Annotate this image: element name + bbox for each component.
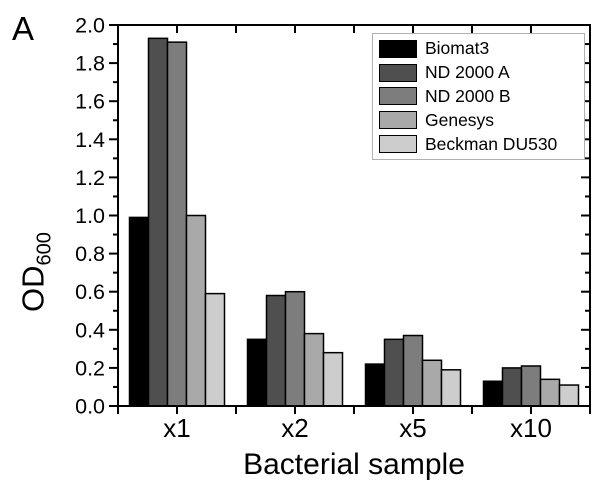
bar-beckman-du530-x2: [322, 351, 344, 407]
bar-beckman-du530-x1: [204, 292, 226, 407]
bar-genesys-x2: [303, 332, 325, 407]
y-axis-title-text: OD: [15, 265, 51, 312]
x-tick-label-x5: x5: [399, 413, 426, 443]
legend-item-genesys: Genesys: [373, 109, 584, 131]
panel-letter-label: A: [12, 10, 35, 47]
legend-item-beckman-du530: Beckman DU530: [373, 133, 584, 155]
bar-nd-2000-b-x5: [402, 334, 424, 407]
bar-genesys-x5: [421, 359, 443, 407]
bar-nd-2000-a-x1: [147, 37, 169, 407]
legend-label-nd-2000-a: ND 2000 A: [425, 62, 510, 83]
x-tick-label-x10: x10: [510, 413, 552, 443]
bar-nd-2000-a-x2: [265, 294, 287, 407]
legend-label-genesys: Genesys: [425, 109, 495, 130]
y-tick-label: 1.0: [75, 204, 105, 228]
bar-beckman-du530-x10: [558, 384, 580, 407]
legend-swatch-genesys: [379, 111, 417, 130]
y-tick-label: 0.4: [75, 318, 105, 342]
bar-biomat3-x10: [482, 380, 504, 407]
bar-nd-2000-a-x10: [501, 367, 523, 407]
x-tick-label-x2: x2: [281, 413, 308, 443]
bar-nd-2000-b-x2: [284, 290, 306, 407]
y-tick-label: 0.8: [75, 242, 105, 266]
legend-item-biomat3: Biomat3: [373, 38, 584, 60]
bar-biomat3-x5: [364, 363, 386, 407]
legend-swatch-nd-2000-a: [379, 63, 417, 82]
y-tick-label: 1.8: [75, 52, 105, 76]
y-tick-label: 0.0: [75, 395, 105, 419]
bar-genesys-x1: [185, 214, 207, 407]
y-tick-label: 1.6: [75, 90, 105, 114]
bar-nd-2000-a-x5: [383, 338, 405, 407]
y-tick-label: 1.4: [75, 128, 105, 152]
y-axis-title: OD600: [15, 232, 56, 312]
y-axis-title-subscript: 600: [33, 232, 56, 266]
x-tick-label-x1: x1: [163, 413, 190, 443]
legend-label-nd-2000-b: ND 2000 B: [425, 85, 511, 106]
y-tick-label: 0.6: [75, 280, 105, 304]
bar-biomat3-x1: [128, 216, 150, 407]
legend-swatch-biomat3: [379, 39, 417, 58]
legend-swatch-nd-2000-b: [379, 87, 417, 106]
bar-nd-2000-b-x1: [166, 41, 188, 407]
bar-beckman-du530-x5: [440, 369, 462, 407]
y-tick-label: 0.2: [75, 356, 105, 380]
legend: Biomat3 ND 2000 A ND 2000 B Genesys Beckman …: [372, 33, 585, 160]
bar-genesys-x10: [539, 378, 561, 407]
legend-swatch-beckman-du530: [379, 135, 417, 154]
y-tick-label: 1.2: [75, 166, 105, 190]
legend-label-beckman-du530: Beckman DU530: [425, 133, 558, 154]
legend-label-biomat3: Biomat3: [425, 38, 490, 59]
bar-biomat3-x2: [246, 338, 268, 407]
legend-item-nd-2000-b: ND 2000 B: [373, 85, 584, 107]
x-axis-title: Bacterial sample: [243, 448, 465, 481]
y-tick-label: 2.0: [75, 14, 105, 38]
legend-item-nd-2000-a: ND 2000 A: [373, 62, 584, 84]
bar-nd-2000-b-x10: [520, 365, 542, 407]
